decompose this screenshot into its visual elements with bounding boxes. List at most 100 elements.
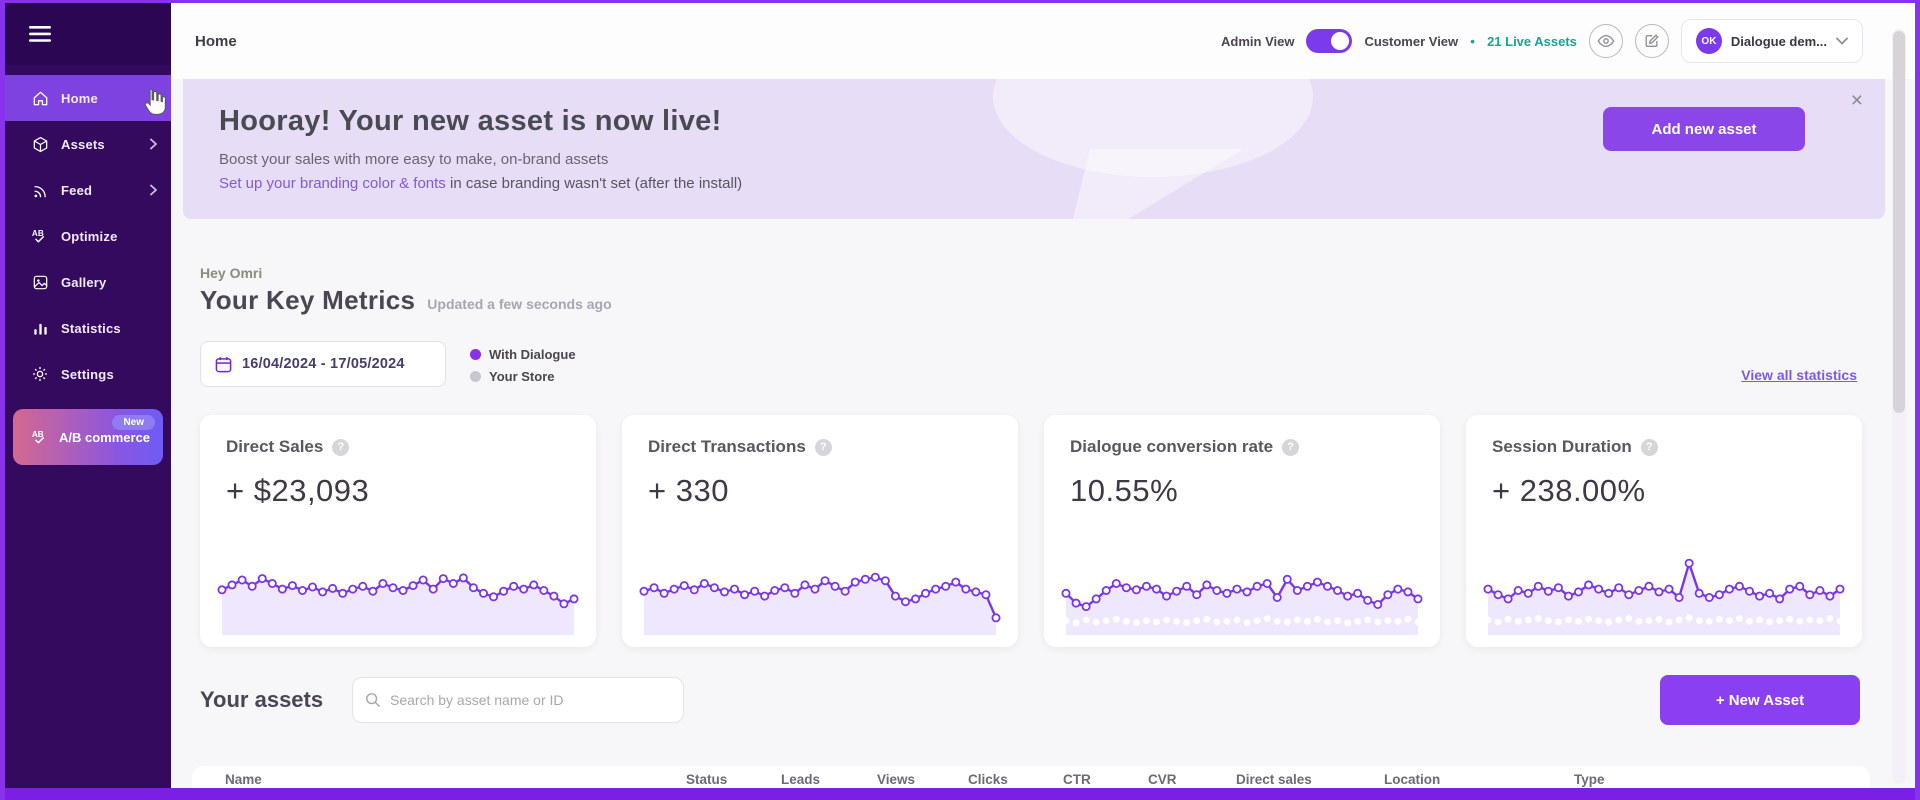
metric-card-conversion-rate: Dialogue conversion rate? 10.55%	[1044, 415, 1440, 647]
metrics-updated-text: Updated a few seconds ago	[427, 296, 612, 312]
hamburger-bar	[5, 3, 171, 65]
speech-bubble-tail	[1063, 149, 1243, 219]
avatar: OK	[1695, 28, 1722, 54]
edit-pencil-icon	[1644, 33, 1660, 49]
legend-label: With Dialogue	[489, 346, 576, 362]
sidebar-item-assets[interactable]: Assets	[5, 121, 171, 167]
search-icon	[365, 692, 381, 708]
new-asset-button[interactable]: + New Asset	[1660, 675, 1860, 725]
toggle-knob	[1331, 32, 1350, 50]
sidebar-item-label: Settings	[61, 366, 114, 382]
legend-item-with-dialogue: With Dialogue	[470, 343, 576, 365]
metric-card-direct-sales: Direct Sales? + $23,093	[200, 415, 596, 647]
column-header-ctr[interactable]: CTR	[1063, 772, 1091, 787]
column-header-direct-sales[interactable]: Direct sales	[1236, 772, 1312, 787]
banner-link-line: Set up your branding color & fonts in ca…	[219, 175, 742, 192]
sidebar-item-label: Feed	[61, 182, 93, 198]
hamburger-menu-icon[interactable]	[29, 26, 51, 42]
branding-setup-link[interactable]: Set up your branding color & fonts	[219, 175, 446, 192]
card-title: Dialogue conversion rate	[1070, 437, 1274, 456]
column-header-clicks[interactable]: Clicks	[968, 772, 1008, 787]
sidebar-item-label: A/B commerce	[59, 429, 151, 445]
card-value: + 238.00%	[1492, 473, 1646, 508]
chevron-right-icon	[150, 184, 157, 196]
search-input[interactable]	[390, 692, 671, 708]
direct-transactions-sparkline	[639, 572, 1001, 635]
help-icon[interactable]: ?	[814, 438, 832, 456]
metrics-title-row: Your Key Metrics Updated a few seconds a…	[200, 285, 612, 316]
account-dropdown[interactable]: OK Dialogue dem...	[1680, 19, 1863, 63]
date-range-value: 16/04/2024 - 17/05/2024	[242, 356, 405, 372]
sidebar-item-ab-commerce[interactable]: AB A/B commerce New	[13, 409, 163, 465]
column-header-cvr[interactable]: CVR	[1148, 772, 1177, 787]
legend-dot-gray	[470, 370, 481, 382]
preview-eye-button[interactable]	[1588, 24, 1623, 58]
top-header: Home Admin View Customer View • 21 Live …	[171, 3, 1915, 79]
sidebar-item-optimize[interactable]: AB Optimize	[5, 213, 171, 259]
column-header-status[interactable]: Status	[686, 772, 728, 787]
column-header-name[interactable]: Name	[225, 772, 262, 787]
card-title: Session Duration	[1492, 437, 1632, 456]
edit-button[interactable]	[1634, 24, 1669, 58]
eye-icon	[1597, 34, 1615, 48]
svg-text:AB: AB	[32, 229, 44, 238]
sidebar-item-gallery[interactable]: Gallery	[5, 259, 171, 305]
admin-view-label: Admin View	[1221, 33, 1295, 49]
sidebar-item-label: Optimize	[61, 228, 118, 244]
calendar-icon	[215, 356, 232, 373]
view-all-statistics-link[interactable]: View all statistics	[1741, 367, 1857, 383]
card-value: 10.55%	[1070, 473, 1179, 508]
new-badge: New	[112, 415, 155, 430]
add-new-asset-button[interactable]: Add new asset	[1603, 107, 1805, 151]
assets-table: Name Status Leads Views Clicks CTR CVR D…	[192, 766, 1870, 788]
card-value: + $23,093	[226, 473, 370, 508]
sidebar-item-settings[interactable]: Settings	[5, 351, 171, 397]
banner-subtitle: Boost your sales with more easy to make,…	[219, 151, 609, 168]
banner-title: Hooray! Your new asset is now live!	[219, 105, 722, 137]
close-icon[interactable]: ×	[1850, 89, 1863, 112]
sidebar-item-label: Assets	[61, 136, 105, 152]
column-header-location[interactable]: Location	[1384, 772, 1441, 787]
svg-text:AB: AB	[32, 430, 44, 439]
help-icon[interactable]: ?	[1640, 438, 1658, 456]
main-content: Hooray! Your new asset is now live! Boos…	[171, 79, 1915, 788]
asset-search-box	[352, 677, 684, 723]
customer-view-label: Customer View	[1364, 33, 1459, 49]
greeting-text: Hey Omri	[200, 265, 263, 281]
sidebar-item-home[interactable]: Home	[5, 75, 171, 121]
view-toggle[interactable]	[1306, 29, 1353, 53]
metric-card-session-duration: Session Duration? + 238.00%	[1466, 415, 1862, 647]
sidebar-item-feed[interactable]: Feed	[5, 167, 171, 213]
scrollbar-track[interactable]	[1892, 29, 1906, 784]
card-title: Direct Transactions	[648, 437, 806, 456]
account-name: Dialogue dem...	[1730, 33, 1827, 49]
column-header-views[interactable]: Views	[877, 772, 916, 787]
home-icon	[31, 89, 49, 107]
sidebar-item-label: Statistics	[61, 320, 121, 336]
metric-card-direct-transactions: Direct Transactions? + 330	[622, 415, 1018, 647]
date-range-picker[interactable]: 16/04/2024 - 17/05/2024	[200, 341, 446, 387]
header-controls: Admin View Customer View • 21 Live Asset…	[1221, 19, 1863, 63]
legend-item-your-store: Your Store	[470, 365, 576, 387]
assets-section-title: Your assets	[200, 687, 324, 712]
ab-test-icon: AB	[31, 227, 49, 245]
dot-separator: •	[1470, 33, 1476, 49]
column-header-type[interactable]: Type	[1574, 772, 1605, 787]
scrollbar-thumb[interactable]	[1893, 31, 1905, 413]
bottom-frame-bar	[5, 788, 1915, 800]
card-title: Direct Sales	[226, 437, 324, 456]
sidebar-item-label: Gallery	[61, 274, 107, 290]
sidebar-item-statistics[interactable]: Statistics	[5, 305, 171, 351]
gallery-image-icon	[31, 273, 49, 291]
column-header-leads[interactable]: Leads	[781, 772, 821, 787]
page-title: Home	[195, 32, 237, 50]
ab-commerce-icon: AB	[31, 428, 49, 446]
chevron-right-icon	[150, 138, 157, 150]
banner-link-suffix: in case branding wasn't set (after the i…	[445, 175, 743, 192]
announcement-banner: Hooray! Your new asset is now live! Boos…	[183, 79, 1885, 219]
help-icon[interactable]: ?	[332, 438, 350, 456]
help-icon[interactable]: ?	[1282, 438, 1300, 456]
live-assets-count: 21 Live Assets	[1487, 33, 1577, 49]
direct-sales-sparkline	[217, 573, 579, 635]
